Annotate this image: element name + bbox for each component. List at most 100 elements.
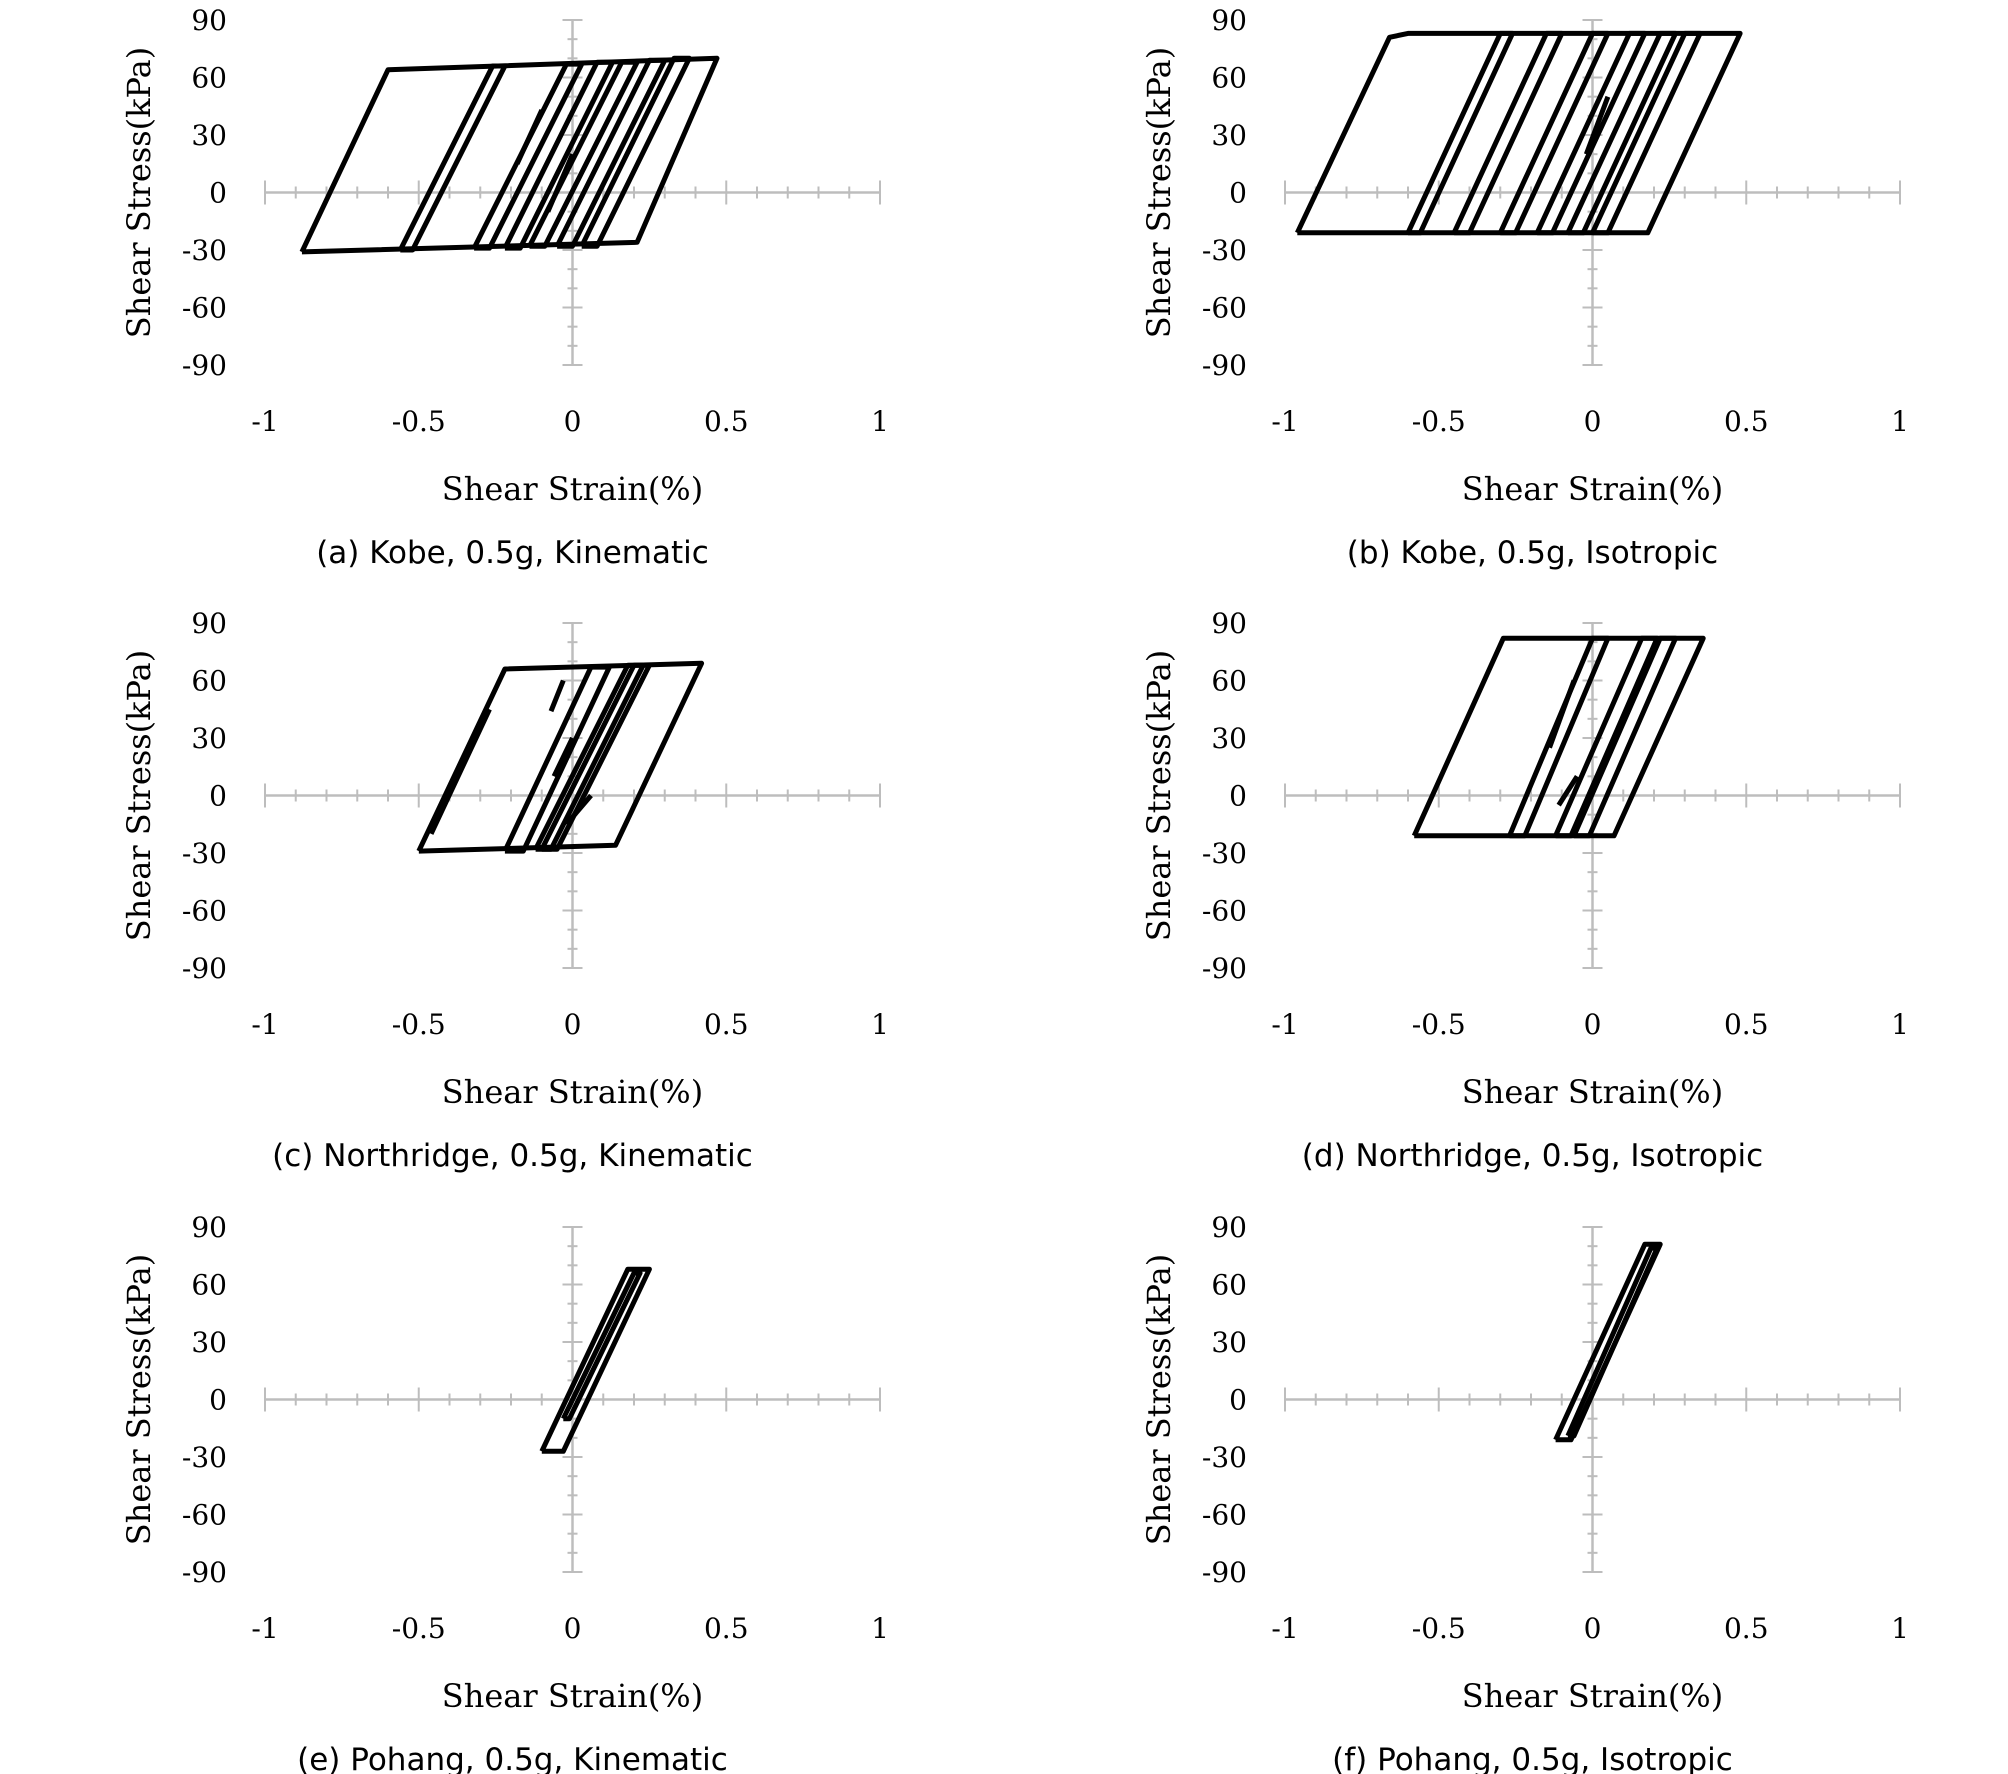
x-tick-label: 0 <box>1584 1008 1602 1041</box>
x-tick-label: 1 <box>1891 1008 1909 1041</box>
x-tick-label: 1 <box>871 405 889 438</box>
y-tick-label: 30 <box>191 1326 227 1359</box>
hysteresis-loop-4 <box>527 59 640 249</box>
x-axis-title: Shear Strain(%) <box>1462 1073 1723 1111</box>
y-tick-label: 90 <box>1211 1211 1247 1244</box>
y-tick-label: 30 <box>191 119 227 152</box>
y-tick-label: -60 <box>182 1499 227 1532</box>
x-tick-label: 0.5 <box>1724 1612 1769 1645</box>
x-tick-label: -1 <box>251 405 278 438</box>
y-tick-label: -30 <box>1202 234 1247 267</box>
y-tick-label: -90 <box>182 349 227 382</box>
y-tick-label: 0 <box>209 177 227 210</box>
hysteresis-loop-5 <box>1565 30 1678 236</box>
x-axis-title: Shear Strain(%) <box>442 470 703 508</box>
x-tick-label: -0.5 <box>392 1008 446 1041</box>
x-tick-label: 0 <box>1584 1612 1602 1645</box>
hysteresis-loop-1 <box>561 1270 643 1422</box>
hysteresis-loop-0 <box>1411 635 1706 839</box>
x-axis-title: Shear Strain(%) <box>1462 1677 1723 1715</box>
x-tick-label: 0.5 <box>1724 405 1769 438</box>
panel-caption: (c) Northridge, 0.5g, Kinematic <box>272 1138 753 1174</box>
y-tick-label: 60 <box>191 665 227 698</box>
hysteresis-loop-3 <box>1498 30 1611 236</box>
chart-panel-4: -1 -0.5 0 0.5 1 90 60 30 0 -30 -60 -90 Shear Strain(… <box>120 1211 889 1774</box>
x-tick-label: 1 <box>871 1008 889 1041</box>
hysteresis-loop-5 <box>1556 774 1580 807</box>
y-tick-label: 0 <box>1229 780 1247 813</box>
x-tick-label: 0.5 <box>704 405 749 438</box>
y-tick-label: 90 <box>191 4 227 37</box>
y-tick-label: -60 <box>1202 895 1247 928</box>
hysteresis-loop-1 <box>1405 30 1515 236</box>
hysteresis-loop-0 <box>1553 1241 1663 1443</box>
y-tick-label: -30 <box>182 1441 227 1474</box>
hysteresis-loop-3 <box>502 59 615 251</box>
y-tick-label: -60 <box>182 292 227 325</box>
hysteresis-loop-1 <box>1565 1245 1660 1439</box>
x-tick-label: 0 <box>564 405 582 438</box>
y-tick-label: 0 <box>209 1384 227 1417</box>
hysteresis-loop-7 <box>564 793 593 826</box>
hysteresis-loop-4 <box>1547 679 1577 749</box>
x-axis-title: Shear Strain(%) <box>442 1073 703 1111</box>
y-tick-label: 90 <box>1211 4 1247 37</box>
y-tick-label: -60 <box>1202 1499 1247 1532</box>
hysteresis-loop-0 <box>1295 30 1743 236</box>
panel-caption: (b) Kobe, 0.5g, Isotropic <box>1347 535 1718 571</box>
hysteresis-loop-1 <box>502 664 612 854</box>
x-tick-label: 1 <box>871 1612 889 1645</box>
y-tick-label: 30 <box>1211 1326 1247 1359</box>
x-tick-label: -0.5 <box>392 405 446 438</box>
y-axis-title: Shear Stress(kPa) <box>1140 650 1178 941</box>
hysteresis-loop-4 <box>428 708 492 835</box>
y-tick-label: 60 <box>191 1269 227 1302</box>
y-tick-label: 30 <box>191 722 227 755</box>
chart-panel-5: -1 -0.5 0 0.5 1 90 60 30 0 -30 -60 -90 Shear Strain(… <box>1140 1211 1909 1774</box>
y-tick-label: -60 <box>1202 292 1247 325</box>
panel-caption: (e) Pohang, 0.5g, Kinematic <box>297 1742 728 1774</box>
y-tick-label: 60 <box>1211 665 1247 698</box>
hysteresis-loop-3 <box>1571 635 1678 839</box>
y-tick-label: -30 <box>182 234 227 267</box>
hysteresis-loop-3 <box>539 662 652 852</box>
chart-panel-2: -1 -0.5 0 0.5 1 90 60 30 0 -30 -60 -90 Shear Strain(… <box>120 607 889 1174</box>
y-tick-label: 0 <box>1229 177 1247 210</box>
x-tick-label: 0.5 <box>1724 1008 1769 1041</box>
x-tick-label: -1 <box>251 1612 278 1645</box>
chart-panel-0: -1 -0.5 0 0.5 1 90 60 30 0 -30 -60 -90 Shear Strain(… <box>120 4 889 571</box>
y-tick-label: -90 <box>1202 952 1247 985</box>
hysteresis-loop-4 <box>1534 30 1648 236</box>
y-axis-title: Shear Stress(kPa) <box>1140 1254 1178 1545</box>
y-tick-label: 60 <box>1211 1269 1247 1302</box>
x-tick-label: 0.5 <box>704 1008 749 1041</box>
x-tick-label: -0.5 <box>1412 1008 1466 1041</box>
chart-panel-1: -1 -0.5 0 0.5 1 90 60 30 0 -30 -60 -90 Shear Strain(… <box>1140 4 1909 571</box>
y-tick-label: -90 <box>182 1556 227 1589</box>
hysteresis-loop-0 <box>539 1266 652 1454</box>
x-tick-label: 0 <box>564 1612 582 1645</box>
hysteresis-loop-1 <box>398 63 508 253</box>
panel-caption: (f) Pohang, 0.5g, Isotropic <box>1332 1742 1733 1774</box>
x-tick-label: -1 <box>1271 1612 1298 1645</box>
x-axis-title: Shear Strain(%) <box>442 1677 703 1715</box>
y-tick-label: 90 <box>191 607 227 640</box>
x-tick-label: 1 <box>1891 405 1909 438</box>
y-axis-title: Shear Stress(kPa) <box>120 650 158 941</box>
y-tick-label: 0 <box>209 780 227 813</box>
y-tick-label: 60 <box>1211 62 1247 95</box>
hysteresis-loop-0 <box>299 55 720 255</box>
y-tick-label: -60 <box>182 895 227 928</box>
chart-panel-3: -1 -0.5 0 0.5 1 90 60 30 0 -30 -60 -90 Shear Strain(… <box>1140 607 1909 1174</box>
x-tick-label: 0 <box>1584 405 1602 438</box>
x-tick-label: 0 <box>564 1008 582 1041</box>
y-axis-title: Shear Stress(kPa) <box>1140 47 1178 338</box>
x-tick-label: -1 <box>1271 1008 1298 1041</box>
hysteresis-loop-6 <box>548 679 566 713</box>
y-tick-label: 90 <box>191 1211 227 1244</box>
x-tick-label: -1 <box>1271 405 1298 438</box>
hysteresis-loop-7 <box>514 109 545 165</box>
y-tick-label: -30 <box>1202 1441 1247 1474</box>
panel-caption: (a) Kobe, 0.5g, Kinematic <box>316 535 709 571</box>
